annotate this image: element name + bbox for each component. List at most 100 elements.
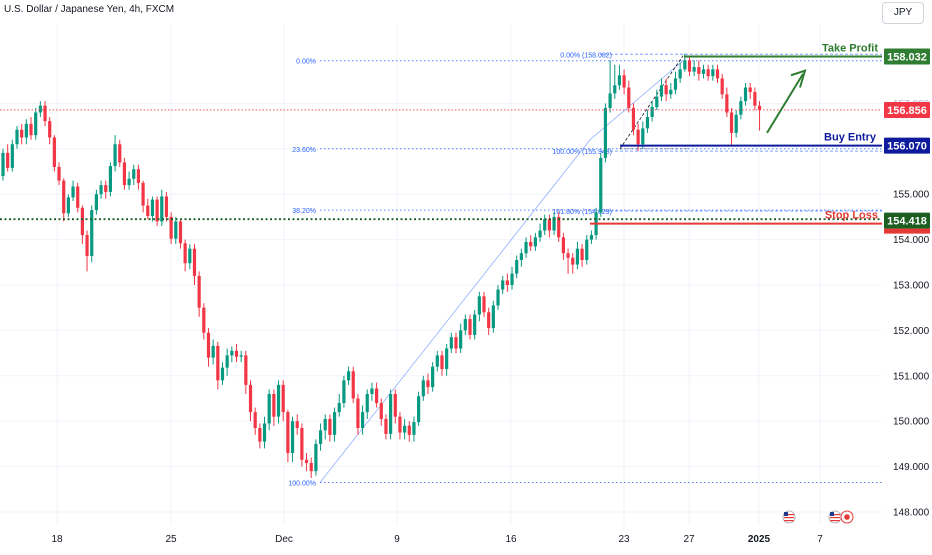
candle-body: [57, 166, 61, 181]
candle-body: [342, 380, 346, 404]
candle-body: [80, 207, 84, 236]
candle-body: [6, 152, 10, 168]
candle-body: [118, 144, 122, 163]
candle-body: [613, 85, 617, 94]
candle-body: [706, 69, 710, 77]
candle-body: [220, 367, 225, 381]
candle-body: [230, 350, 234, 356]
candle-body: [346, 371, 351, 381]
candle-body: [370, 388, 374, 394]
x-tick-label: 9: [394, 534, 400, 545]
candle-body: [636, 129, 640, 145]
candle-body: [267, 393, 271, 424]
candle-body: [48, 121, 52, 138]
fib-level-label: 100.00%: [288, 480, 316, 487]
jp-flag-dot: [844, 514, 850, 520]
candle-body: [188, 248, 192, 264]
y-tick-label: 148.000: [893, 508, 930, 519]
candle-body: [272, 393, 276, 417]
buy-entry-badge-text: 156.070: [887, 141, 927, 153]
candle-body: [435, 355, 439, 367]
candle-body: [379, 403, 383, 419]
candle-body: [99, 185, 103, 195]
candle-body: [655, 96, 659, 108]
candle-body: [169, 216, 173, 239]
last-price-badge-text: 156.856: [887, 105, 927, 117]
candle-body: [519, 253, 523, 261]
candle-body: [398, 416, 402, 433]
candle-body: [136, 169, 141, 183]
candle-body: [407, 425, 411, 435]
candle-body: [529, 241, 533, 247]
candle-body: [687, 60, 692, 72]
candle-body: [389, 393, 393, 434]
stop-loss-badge: [884, 212, 930, 229]
candle-body: [533, 237, 537, 247]
candle-body: [281, 384, 285, 413]
candle-body: [491, 305, 495, 329]
us-flag-icon-canton: [830, 512, 834, 516]
candle-body: [141, 182, 145, 206]
candle-body: [164, 196, 169, 217]
candle-body: [29, 123, 33, 136]
candle-body: [183, 243, 187, 264]
candle-body: [150, 199, 155, 216]
stop-loss-badge-tail: [884, 228, 930, 234]
candle-body: [225, 355, 229, 368]
fib-level-label: 23.60%: [292, 147, 316, 154]
candle-body: [617, 75, 622, 86]
candle-body: [757, 105, 762, 110]
candle-body: [599, 157, 603, 213]
candle-body: [174, 221, 178, 239]
x-tick-label: 2025: [748, 534, 771, 545]
candle-body: [459, 330, 463, 349]
chart-title: U.S. Dollar / Japanese Yen, 4h, FXCM: [4, 4, 175, 15]
candle-body: [248, 384, 253, 413]
candle-body: [393, 393, 397, 417]
candle-body: [132, 169, 136, 179]
candle-body: [477, 296, 481, 315]
y-tick-label: 150.000: [893, 417, 930, 428]
candle-body: [24, 123, 28, 138]
candle-body: [197, 275, 201, 308]
candle-body: [20, 129, 24, 138]
candle-body: [104, 185, 108, 192]
candle-body: [543, 219, 547, 231]
candle-body: [538, 230, 542, 238]
candle-body: [15, 129, 19, 145]
candle-body: [216, 345, 220, 381]
candle-body: [515, 260, 519, 274]
us-flag-icon-stripe: [830, 514, 840, 516]
candle-body: [328, 418, 332, 435]
fib-ext-label: 0.00% (158.082): [560, 52, 612, 59]
candle-body: [375, 388, 379, 404]
candle-body: [90, 210, 94, 256]
x-tick-label: 27: [683, 534, 695, 545]
candle-body: [290, 421, 295, 453]
y-tick-label: 152.000: [893, 326, 930, 337]
buy-entry-label: Buy Entry: [824, 132, 877, 144]
candle-body: [743, 87, 748, 102]
candle-body: [482, 296, 486, 313]
candle-body: [589, 235, 594, 240]
candle-body: [720, 78, 724, 95]
candle-body: [202, 307, 206, 333]
candle-body: [365, 393, 369, 413]
candle-body: [323, 418, 327, 431]
currency-button[interactable]: JPY: [882, 2, 924, 24]
candle-body: [160, 196, 164, 222]
candle-body: [510, 273, 514, 285]
candle-body: [659, 85, 664, 97]
candle-body: [575, 248, 580, 265]
candle-body: [127, 178, 131, 186]
us-flag-icon-stripe: [830, 520, 840, 522]
candle-body: [585, 239, 589, 261]
candle-body: [739, 101, 743, 115]
fib-level-label: 0.00%: [296, 59, 316, 66]
candle-body: [178, 221, 183, 244]
buy-entry-badge: [884, 137, 930, 154]
last-price-badge: [884, 101, 930, 118]
candle-body: [85, 235, 89, 256]
